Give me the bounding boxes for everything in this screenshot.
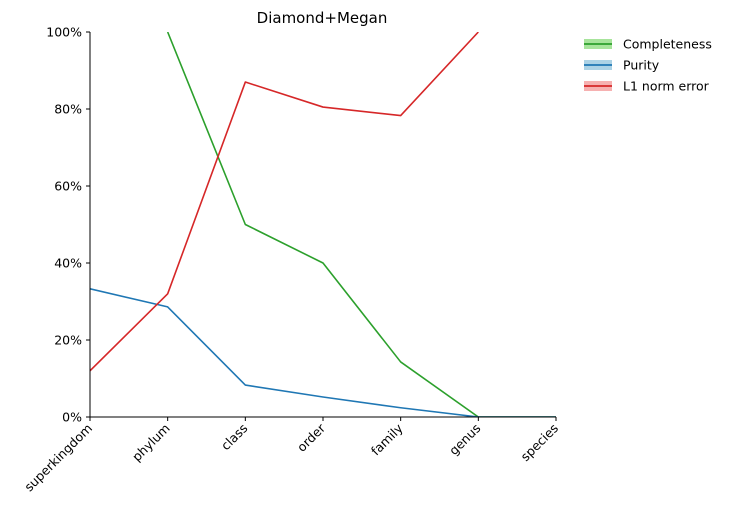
series-line-1 — [90, 288, 556, 417]
legend[interactable]: Completeness Purity L1 norm error — [584, 37, 712, 94]
y-tick-label: 80% — [54, 102, 82, 117]
y-tick-label: 20% — [54, 333, 82, 348]
y-tick-label: 0% — [62, 410, 82, 425]
legend-item-2[interactable]: L1 norm error — [584, 79, 710, 94]
chart-title: Diamond+Megan — [257, 9, 388, 27]
legend-label: Completeness — [623, 37, 712, 52]
x-tick-label: superkingdom — [21, 421, 95, 495]
series-line-0 — [166, 32, 556, 417]
x-tick-label: phylum — [129, 421, 173, 465]
x-tick-label: genus — [446, 421, 483, 458]
x-tick-label: species — [518, 421, 562, 465]
series-line-2 — [90, 32, 479, 372]
x-tick-label: class — [218, 421, 251, 454]
legend-item-0[interactable]: Completeness — [584, 37, 712, 52]
y-tick-label: 40% — [54, 256, 82, 271]
legend-label: Purity — [623, 58, 660, 73]
y-tick-label: 100% — [46, 25, 82, 40]
y-tick-label: 60% — [54, 179, 82, 194]
legend-label: L1 norm error — [623, 79, 710, 94]
x-tick-label: order — [294, 420, 329, 455]
x-tick-label: family — [368, 420, 406, 458]
plot-area: 0% 20% 40% 60% 80% 100% superkingdom phylum clas… — [21, 25, 561, 495]
legend-item-1[interactable]: Purity — [584, 58, 660, 73]
